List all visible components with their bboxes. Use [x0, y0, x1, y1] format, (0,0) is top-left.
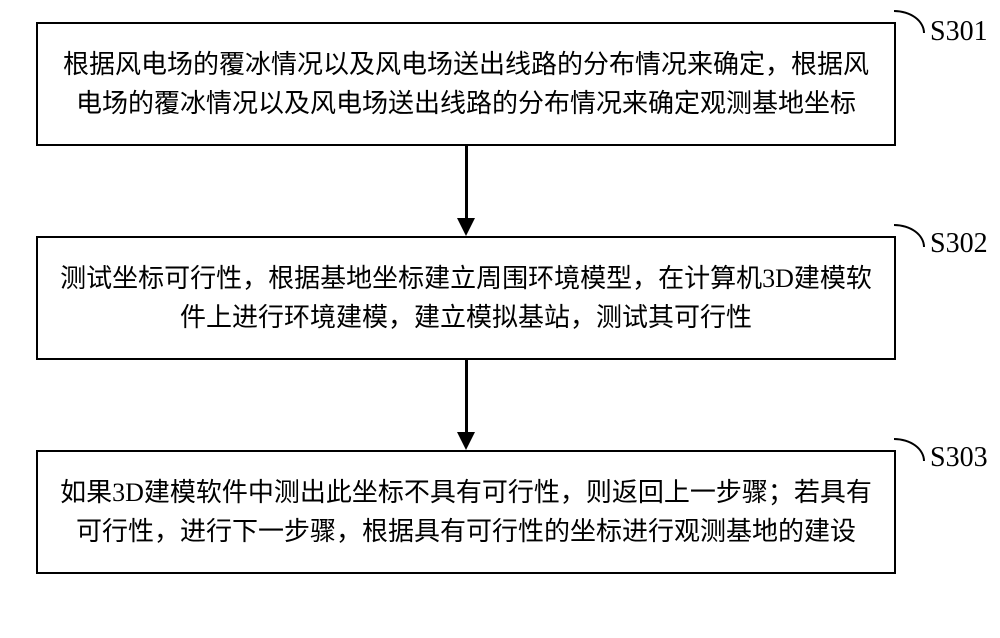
flow-box-s303: 如果3D建模软件中测出此坐标不具有可行性，则返回上一步骤；若具有可行性，进行下一…	[36, 450, 896, 574]
arrow-1-line	[465, 146, 468, 218]
flow-box-s301-text: 根据风电场的覆冰情况以及风电场送出线路的分布情况来确定，根据风电场的覆冰情况以及…	[54, 45, 878, 123]
flow-box-s301: 根据风电场的覆冰情况以及风电场送出线路的分布情况来确定，根据风电场的覆冰情况以及…	[36, 22, 896, 146]
flow-box-s302: 测试坐标可行性，根据基地坐标建立周围环境模型，在计算机3D建模软件上进行环境建模…	[36, 236, 896, 360]
arrow-2-line	[465, 360, 468, 432]
flow-box-s303-text: 如果3D建模软件中测出此坐标不具有可行性，则返回上一步骤；若具有可行性，进行下一…	[54, 473, 878, 551]
flow-box-s302-text: 测试坐标可行性，根据基地坐标建立周围环境模型，在计算机3D建模软件上进行环境建模…	[54, 259, 878, 337]
arrow-2-head	[457, 432, 475, 450]
step-label-s301: S301	[930, 16, 988, 48]
arrow-1-head	[457, 218, 475, 236]
step-label-s303: S303	[930, 442, 988, 474]
step-label-s302: S302	[930, 228, 988, 260]
